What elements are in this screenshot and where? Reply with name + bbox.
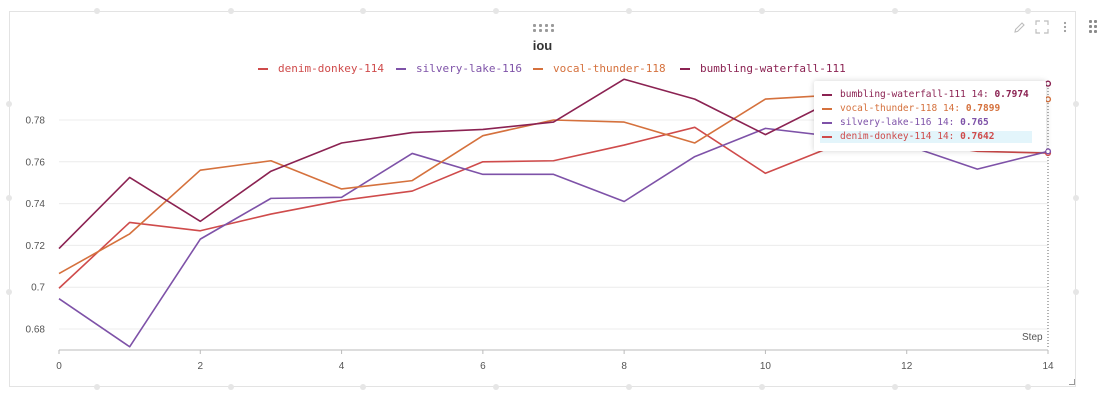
legend-label: vocal-thunder-118 <box>553 62 666 75</box>
resize-handle-dot[interactable] <box>6 195 12 201</box>
resize-handle-dot[interactable] <box>1073 101 1079 107</box>
resize-handle-dot[interactable] <box>1025 8 1031 14</box>
legend-item-vocal-thunder-118[interactable]: vocal-thunder-118 <box>533 61 666 77</box>
chart-title: iou <box>532 38 553 53</box>
pencil-icon[interactable] <box>1013 21 1026 38</box>
tooltip-swatch <box>822 107 832 110</box>
tooltip-row: bumbling-waterfall-111 14: 0.7974 <box>820 89 1029 101</box>
legend-item-bumbling-waterfall-111[interactable]: bumbling-waterfall-111 <box>680 61 846 77</box>
tooltip-row: silvery-lake-116 14: 0.765 <box>820 117 989 129</box>
y-tick-label: 0.68 <box>26 325 46 336</box>
tooltip-swatch <box>822 135 832 138</box>
legend-swatch <box>396 68 406 70</box>
resize-handle-dot[interactable] <box>892 384 898 390</box>
resize-handle-dot[interactable] <box>6 101 12 107</box>
legend-swatch <box>258 68 268 70</box>
tooltip-row: vocal-thunder-118 14: 0.7899 <box>820 103 1000 115</box>
drag-handle-icon[interactable] <box>533 24 557 32</box>
legend-item-denim-donkey-114[interactable]: denim-donkey-114 <box>258 61 384 77</box>
y-tick-label: 0.7 <box>31 283 45 294</box>
x-tick-label: 4 <box>339 361 345 372</box>
series-line-denim-donkey-114 <box>58 126 1049 289</box>
tooltip-row: denim-donkey-114 14: 0.7642 <box>820 131 1032 143</box>
tooltip-label: vocal-thunder-118 14: <box>840 103 966 114</box>
resize-handle-dot[interactable] <box>228 384 234 390</box>
x-axis-label: Step <box>1022 332 1043 343</box>
legend-label: denim-donkey-114 <box>278 62 384 75</box>
resize-handle-dot[interactable] <box>759 384 765 390</box>
resize-handle-dot[interactable] <box>1073 195 1079 201</box>
y-tick-label: 0.72 <box>26 241 46 252</box>
legend-label: silvery-lake-116 <box>416 62 522 75</box>
hover-point-vocal-thunder-118 <box>1044 96 1052 103</box>
tooltip-swatch <box>822 93 832 96</box>
resize-handle-dot[interactable] <box>626 384 632 390</box>
chart-legend: denim-donkey-114 silvery-lake-116 vocal-th… <box>0 61 1100 77</box>
tooltip-value: 0.7974 <box>994 89 1029 100</box>
tooltip-swatch <box>822 121 832 124</box>
x-tick-label: 0 <box>56 361 62 372</box>
resize-handle-dot[interactable] <box>759 8 765 14</box>
resize-handle-dot[interactable] <box>892 8 898 14</box>
legend-swatch <box>533 68 543 70</box>
tooltip-label: bumbling-waterfall-111 14: <box>840 89 995 100</box>
x-tick-label: 8 <box>621 361 627 372</box>
legend-label: bumbling-waterfall-111 <box>700 62 846 75</box>
resize-handle-dot[interactable] <box>1073 289 1079 295</box>
legend-item-silvery-lake-116[interactable]: silvery-lake-116 <box>396 61 522 77</box>
x-tick-label: 2 <box>198 361 204 372</box>
resize-handle-dot[interactable] <box>94 384 100 390</box>
resize-handle-dot[interactable] <box>94 8 100 14</box>
resize-handle-dot[interactable] <box>228 8 234 14</box>
more-vertical-icon[interactable] <box>1063 20 1067 38</box>
resize-corner-icon[interactable] <box>1069 379 1075 385</box>
side-menu-icon[interactable] <box>1089 20 1099 34</box>
y-tick-label: 0.76 <box>26 157 46 168</box>
resize-handle-dot[interactable] <box>6 289 12 295</box>
x-tick-label: 6 <box>480 361 486 372</box>
tooltip-value: 0.7642 <box>960 131 995 142</box>
tooltip-value: 0.765 <box>960 117 989 128</box>
resize-handle-dot[interactable] <box>360 384 366 390</box>
x-tick-label: 10 <box>760 361 772 372</box>
resize-handle-dot[interactable] <box>360 8 366 14</box>
resize-handle-dot[interactable] <box>493 8 499 14</box>
x-tick-label: 12 <box>901 361 913 372</box>
fullscreen-icon[interactable] <box>1035 20 1049 38</box>
y-tick-label: 0.74 <box>26 199 46 210</box>
resize-handle-dot[interactable] <box>626 8 632 14</box>
hover-tooltip: bumbling-waterfall-111 14: 0.7974 vocal-t… <box>814 81 1046 151</box>
tooltip-value: 0.7899 <box>965 103 1001 114</box>
y-tick-label: 0.78 <box>26 116 46 127</box>
tooltip-label: denim-donkey-114 14: <box>840 131 961 142</box>
hover-point-silvery-lake-116 <box>1044 148 1052 155</box>
hover-point-bumbling-waterfall-111 <box>1044 80 1052 87</box>
legend-swatch <box>680 68 690 70</box>
resize-handle-dot[interactable] <box>493 384 499 390</box>
tooltip-label: silvery-lake-116 14: <box>840 117 961 128</box>
resize-handle-dot[interactable] <box>1025 384 1031 390</box>
x-tick-label: 14 <box>1042 361 1054 372</box>
